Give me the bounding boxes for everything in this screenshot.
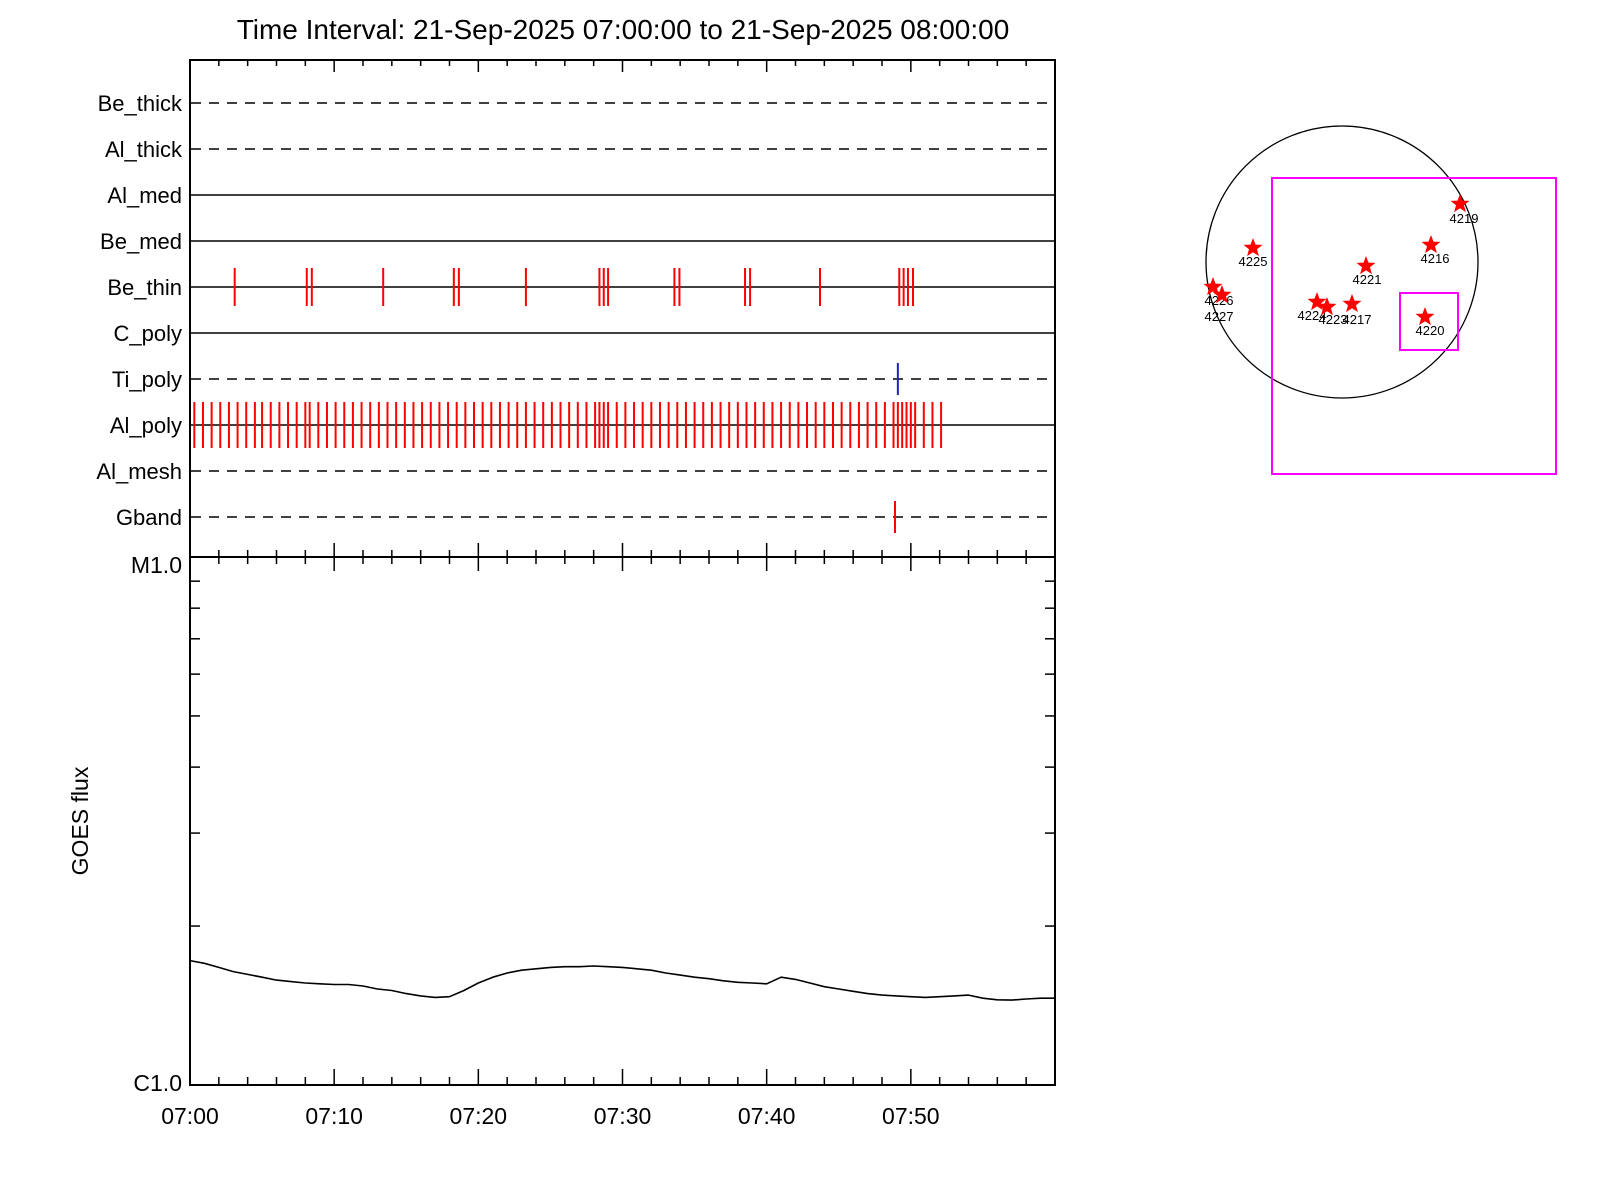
goes-y-top-label: M1.0	[131, 552, 182, 578]
filter-panel-border	[189, 59, 1056, 558]
x-axis-tick-label: 07:50	[882, 1103, 940, 1129]
active-region-star-4227	[1212, 285, 1232, 304]
active-region-star-4226	[1203, 277, 1223, 296]
filter-label-Be_med: Be_med	[100, 229, 182, 254]
x-axis-tick-label: 07:40	[738, 1103, 796, 1129]
x-axis-tick-label: 07:10	[305, 1103, 363, 1129]
x-axis-tick-label: 07:30	[594, 1103, 652, 1129]
goes-y-bottom-label: C1.0	[133, 1070, 182, 1096]
active-region-label-4227: 4227	[1205, 309, 1234, 324]
active-region-label-4223: 4223	[1319, 312, 1348, 327]
filter-label-Al_mesh: Al_mesh	[96, 459, 182, 484]
active-region-label-4224: 4224	[1298, 308, 1327, 323]
active-region-star-4224	[1307, 292, 1327, 311]
x-axis-tick-label: 07:00	[161, 1103, 219, 1129]
filter-label-Al_thick: Al_thick	[105, 137, 183, 162]
filter-label-Be_thin: Be_thin	[107, 275, 182, 300]
solar-disk-map: 4219422542164221422642274224422342174220	[1203, 125, 1557, 475]
active-region-star-4219	[1450, 194, 1470, 213]
active-region-star-4225	[1243, 238, 1263, 257]
active-region-label-4225: 4225	[1239, 254, 1268, 269]
active-region-label-4216: 4216	[1421, 251, 1450, 266]
active-region-star-4220	[1415, 307, 1435, 326]
filter-label-Be_thick: Be_thick	[98, 91, 183, 116]
filter-label-C_poly: C_poly	[114, 321, 182, 346]
fov-rect-1	[1399, 292, 1459, 351]
filter-label-Al_med: Al_med	[107, 183, 182, 208]
active-region-star-4221	[1356, 256, 1376, 275]
active-region-star-4223	[1317, 297, 1337, 316]
active-region-star-4217	[1342, 294, 1362, 313]
active-region-label-4220: 4220	[1416, 323, 1445, 338]
active-region-label-4219: 4219	[1450, 211, 1479, 226]
goes-y-axis-title: GOES flux	[67, 766, 93, 875]
active-region-star-4216	[1421, 235, 1441, 254]
fov-rect-0	[1271, 177, 1557, 475]
active-region-label-4221: 4221	[1353, 272, 1382, 287]
x-axis-tick-label: 07:20	[450, 1103, 508, 1129]
filter-label-Gband: Gband	[116, 505, 182, 530]
active-region-label-4217: 4217	[1343, 312, 1372, 327]
filter-label-Ti_poly: Ti_poly	[112, 367, 182, 392]
solar-limb-circle	[1205, 125, 1479, 399]
goes-flux-curve	[189, 959, 1055, 1001]
filter-label-Al_poly: Al_poly	[110, 413, 182, 438]
page-title: Time Interval: 21-Sep-2025 07:00:00 to 2…	[236, 14, 1010, 45]
goes-panel-border	[189, 556, 1056, 1086]
